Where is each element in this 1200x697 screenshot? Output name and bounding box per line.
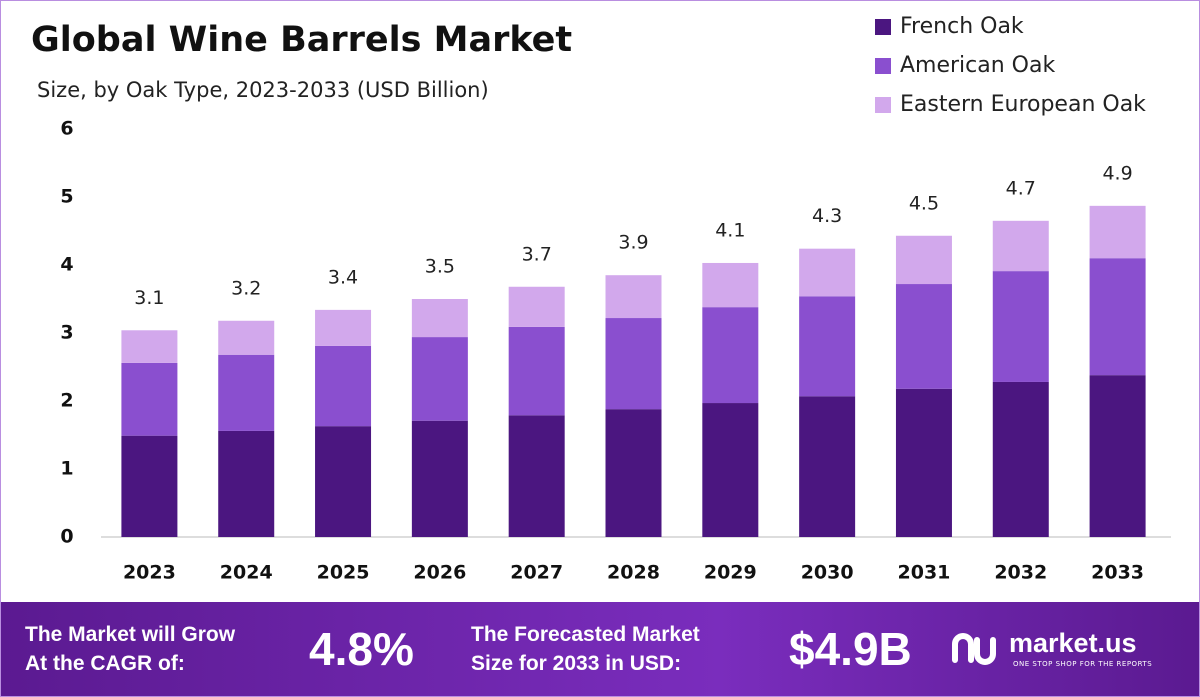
bar-segment xyxy=(799,248,856,297)
bar-segment xyxy=(799,396,856,537)
bar-segment xyxy=(992,271,1049,382)
bar-segment xyxy=(895,388,952,537)
x-tick-label: 2024 xyxy=(220,562,273,584)
x-tick-label: 2028 xyxy=(607,562,660,584)
x-tick-label: 2033 xyxy=(1091,562,1144,584)
total-label: 3.2 xyxy=(231,277,261,299)
bar-segment xyxy=(508,326,565,416)
total-label: 3.7 xyxy=(522,243,552,265)
x-tick-label: 2031 xyxy=(898,562,951,584)
x-tick-label: 2023 xyxy=(123,562,176,584)
bar-segment xyxy=(121,435,178,537)
bar-segment xyxy=(1089,375,1146,537)
forecast-label-line: The Forecasted Market xyxy=(471,623,700,646)
bar-segment xyxy=(411,337,468,421)
bar-segment xyxy=(702,403,759,537)
legend-swatch xyxy=(875,58,891,74)
y-tick-label: 4 xyxy=(60,254,73,276)
bar-segment xyxy=(799,296,856,397)
y-tick-label: 3 xyxy=(60,322,73,344)
y-tick-label: 6 xyxy=(60,118,73,140)
total-label: 4.5 xyxy=(909,192,939,214)
bar-segment xyxy=(895,235,952,285)
total-label: 3.1 xyxy=(134,287,164,309)
footer: The Market will Grow At the CAGR of: 4.8%… xyxy=(1,602,1199,696)
total-label: 4.7 xyxy=(1006,177,1036,199)
bar-segment xyxy=(411,299,468,338)
bar-segment xyxy=(605,409,662,537)
total-label: 3.4 xyxy=(328,266,358,288)
bar-segment xyxy=(218,320,275,355)
bar-segment xyxy=(605,318,662,410)
bar-segment xyxy=(508,415,565,537)
legend-label: American Oak xyxy=(900,53,1055,78)
x-tick-label: 2025 xyxy=(317,562,370,584)
x-tick-label: 2032 xyxy=(994,562,1047,584)
bar-segment xyxy=(121,330,178,363)
bar-segment xyxy=(121,362,178,436)
tagline: ONE STOP SHOP FOR THE REPORTS xyxy=(1013,660,1153,668)
bar-segment xyxy=(895,284,952,389)
bar-segment xyxy=(218,354,275,431)
forecast-label: The Forecasted Market Size for 2033 in US… xyxy=(471,620,700,678)
bar-segment xyxy=(1089,258,1146,376)
forecast-value: $4.9B xyxy=(789,623,912,675)
y-tick-label: 0 xyxy=(60,526,73,548)
bar-segment xyxy=(218,430,275,537)
total-label: 3.9 xyxy=(618,232,648,254)
total-label: 4.1 xyxy=(715,219,745,241)
bar-segment xyxy=(992,220,1049,272)
bar-segment xyxy=(411,420,468,537)
total-label: 4.9 xyxy=(1102,162,1132,184)
legend-label: Eastern European Oak xyxy=(900,92,1146,117)
chart-title: Global Wine Barrels Market xyxy=(31,20,572,60)
cagr-label-line: The Market will Grow xyxy=(25,623,236,646)
bar-segment xyxy=(992,381,1049,537)
bar-segment xyxy=(315,426,372,537)
y-tick-label: 1 xyxy=(60,458,73,480)
x-tick-label: 2030 xyxy=(801,562,854,584)
legend-label: French Oak xyxy=(900,14,1024,39)
legend-swatch xyxy=(875,97,891,113)
bar-segment xyxy=(315,345,372,427)
bar-segment xyxy=(315,309,372,346)
bar-segment xyxy=(702,262,759,308)
bar-segment xyxy=(702,307,759,404)
y-tick-label: 5 xyxy=(60,186,73,208)
y-tick-label: 2 xyxy=(60,390,73,412)
legend-swatch xyxy=(875,19,891,35)
bar-segment xyxy=(605,275,662,319)
bar-segment xyxy=(1089,205,1146,259)
cagr-label-line: At the CAGR of: xyxy=(25,652,185,675)
cagr-value: 4.8% xyxy=(309,623,414,675)
bar-segment xyxy=(508,286,565,327)
forecast-label-line: Size for 2033 in USD: xyxy=(471,652,682,675)
x-tick-label: 2029 xyxy=(704,562,757,584)
chart: Global Wine Barrels Market Size, by Oak … xyxy=(31,14,1171,584)
x-tick-label: 2027 xyxy=(510,562,563,584)
chart-subtitle: Size, by Oak Type, 2023-2033 (USD Billio… xyxy=(37,78,489,102)
total-label: 4.3 xyxy=(812,205,842,227)
total-label: 3.5 xyxy=(425,256,455,278)
brand: market.us xyxy=(1009,628,1137,658)
x-tick-label: 2026 xyxy=(413,562,466,584)
brand-logo xyxy=(952,633,996,665)
cagr-label: The Market will Grow At the CAGR of: xyxy=(25,620,235,678)
